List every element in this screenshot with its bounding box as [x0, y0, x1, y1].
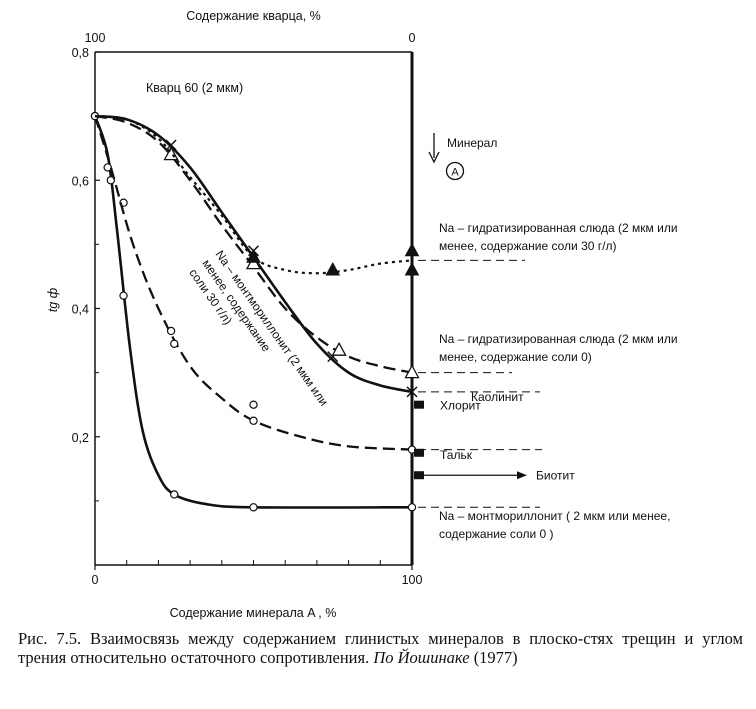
label-kaolinite: Каолинит	[471, 390, 524, 404]
data-point	[170, 490, 179, 499]
chart: Содержание кварца, % 100 0 0 100 Содержание м…	[46, 9, 678, 620]
side-marker-0	[414, 400, 424, 409]
data-point	[249, 400, 258, 409]
x-tick-label: 100	[402, 573, 423, 587]
mineral-symbol: A	[451, 167, 459, 179]
series-line	[93, 115, 413, 509]
y-tick-label: 0,6	[72, 174, 89, 188]
label-mica-30: Na – гидратизированная слюда (2 мкм или м…	[439, 221, 678, 253]
data-point	[166, 326, 176, 336]
top-axis-tick-label: 0	[409, 31, 416, 45]
side-marker-label: Биотит	[536, 469, 575, 483]
mineral-symbol-circle	[445, 161, 465, 181]
x-axis-title: Содержание минерала A , %	[170, 606, 337, 620]
mineral-label: Минерал	[447, 136, 497, 150]
label-mica-30-line: менее, содержание соли 30 г/л)	[439, 239, 616, 253]
label-mica-0-line: менее, содержание соли 0)	[439, 350, 592, 364]
label-montmorillonite-30-line: Na – монтмориллонит (2 мкм или	[213, 248, 331, 409]
figure-caption: Рис. 7.5. Взаимосвязь между содержанием …	[18, 629, 743, 667]
caption-source: По Йошинаке	[373, 648, 470, 667]
label-montmorillonite-0-line: содержание соли 0 )	[439, 527, 554, 541]
label-mica-30-line: Na – гидратизированная слюда (2 мкм или	[439, 221, 678, 235]
data-point	[404, 364, 420, 379]
series-1	[90, 111, 417, 454]
data-point	[119, 291, 128, 300]
label-mica-0: Na – гидратизированная слюда (2 мкм или м…	[439, 332, 678, 364]
top-axis-title: Содержание кварца, %	[186, 9, 321, 23]
data-point	[404, 242, 420, 257]
data-point	[246, 249, 261, 263]
y-tick-label: 0,8	[72, 46, 89, 60]
side-marker-label: Тальк	[440, 448, 473, 462]
biotite-arrow-head	[517, 471, 527, 480]
x-tick-label: 0	[92, 573, 99, 587]
y-tick-label: 0,2	[72, 431, 89, 445]
label-mica-0-line: Na – гидратизированная слюда (2 мкм или	[439, 332, 678, 346]
data-point	[106, 176, 116, 185]
label-montmorillonite-0-line: Na – монтмориллонит ( 2 мкм или менее,	[439, 509, 670, 523]
top-axis-tick-label: 100	[85, 31, 106, 45]
data-point	[404, 261, 420, 276]
side-marker-2	[414, 471, 424, 480]
label-montmorillonite-0: Na – монтмориллонит ( 2 мкм или менее, со…	[439, 509, 670, 541]
data-point	[406, 386, 418, 398]
series-line	[93, 115, 413, 451]
caption-year: (1977)	[469, 648, 518, 667]
data-point	[249, 416, 258, 425]
data-point	[103, 163, 112, 172]
data-point	[325, 261, 341, 276]
mineral-arrow-head	[428, 151, 440, 164]
data-point	[331, 341, 347, 356]
y-tick-label: 0,4	[72, 303, 89, 317]
data-point	[407, 503, 417, 512]
series-4	[94, 115, 420, 276]
side-marker-1	[414, 448, 424, 457]
caption-text: Рис. 7.5. Взаимосвязь между содержанием …	[18, 629, 743, 667]
series-line	[94, 115, 413, 275]
side-marker-label: Хлорит	[440, 399, 481, 413]
y-axis-title: tg ф	[46, 287, 60, 312]
data-point	[165, 139, 177, 151]
quartz-label: Кварц 60 (2 мкм)	[146, 81, 243, 95]
data-point	[170, 339, 179, 348]
data-point	[249, 503, 258, 512]
